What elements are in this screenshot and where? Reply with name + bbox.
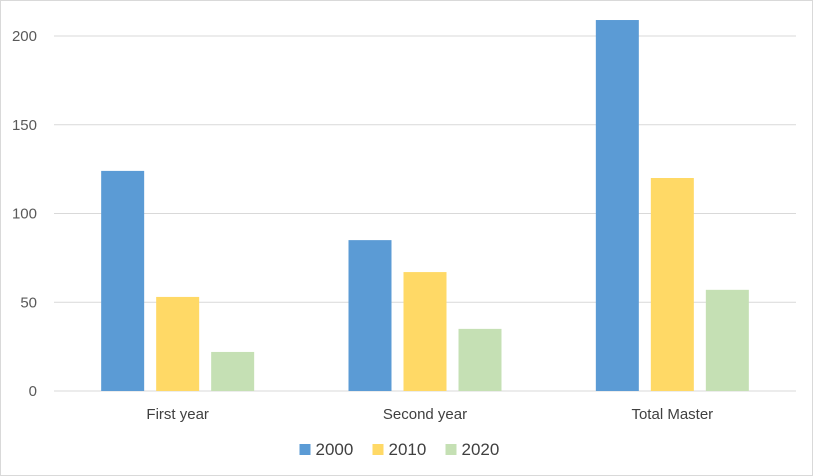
legend-label: 2020: [462, 440, 500, 459]
bar-2010-total-master: [650, 178, 694, 391]
bar-2010-second-year: [403, 272, 447, 391]
category-label: First year: [146, 406, 209, 423]
legend-label: 2010: [389, 440, 427, 459]
y-tick-label: 0: [29, 383, 37, 400]
legend-swatch: [372, 444, 384, 455]
category-label: Total Master: [631, 406, 713, 423]
category-label: Second year: [383, 406, 467, 423]
legend: 2000 2010 2020: [299, 440, 500, 459]
legend-swatch: [445, 444, 457, 455]
y-tick-label: 50: [20, 294, 37, 311]
bars: [101, 20, 749, 392]
y-tick-label: 100: [12, 206, 37, 223]
bar-2020-total-master: [705, 289, 749, 391]
y-axis-tick-labels: 0 50 100 150 200: [12, 28, 37, 400]
bar-2020-second-year: [458, 328, 502, 391]
bar-2010-first-year: [156, 296, 200, 391]
bar-2000-total-master: [595, 20, 639, 392]
legend-label: 2000: [316, 440, 354, 459]
bar-2020-first-year: [211, 351, 255, 391]
legend-swatch: [299, 444, 311, 455]
y-tick-label: 200: [12, 28, 37, 45]
category-labels: First year Second year Total Master: [146, 406, 713, 423]
y-tick-label: 150: [12, 117, 37, 134]
bar-2000-second-year: [348, 240, 392, 391]
bar-2000-first-year: [101, 170, 145, 391]
